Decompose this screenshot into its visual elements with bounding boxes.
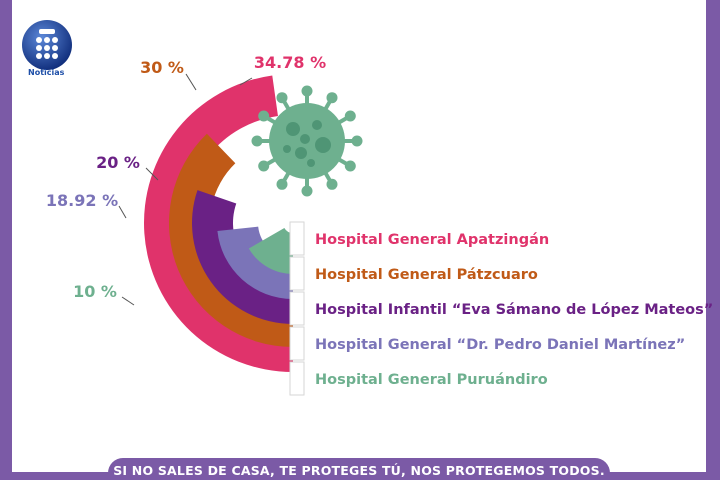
value-label-1: 34.78 % xyxy=(254,53,326,72)
legend-marker-1 xyxy=(289,221,305,256)
arc-2 xyxy=(169,133,293,347)
leader-line-4 xyxy=(118,205,127,219)
legend-marker-4 xyxy=(289,326,305,361)
arc-5 xyxy=(248,228,293,274)
legend-label-5: Hospital General Puruándiro xyxy=(315,372,548,388)
arc-1 xyxy=(144,75,293,372)
leader-line-1 xyxy=(239,77,253,86)
virus-icon xyxy=(251,85,363,197)
legend-label-3: Hospital Infantil “Eva Sámano de López M… xyxy=(315,302,713,318)
leader-line-5 xyxy=(121,296,135,306)
legend-label-4: Hospital General “Dr. Pedro Daniel Martí… xyxy=(315,337,685,353)
legend-marker-2 xyxy=(289,256,305,291)
value-label-2: 30 % xyxy=(140,58,184,77)
value-label-4: 18.92 % xyxy=(46,191,118,210)
value-label-5: 10 % xyxy=(73,282,117,301)
leader-line-2 xyxy=(185,73,197,91)
footer-banner: SI NO SALES DE CASA, TE PROTEGES TÚ, NOS… xyxy=(108,458,610,480)
legend-label-1: Hospital General Apatzingán xyxy=(315,232,549,248)
arc-4 xyxy=(217,226,293,299)
logo-icon xyxy=(22,20,72,70)
legend-marker-5 xyxy=(289,361,305,396)
legend-marker-3 xyxy=(289,291,305,326)
leader-line-3 xyxy=(145,167,159,181)
logo-text: Noticias xyxy=(28,68,65,77)
value-label-3: 20 % xyxy=(96,153,140,172)
legend-label-2: Hospital General Pátzcuaro xyxy=(315,267,538,283)
card xyxy=(12,0,706,472)
